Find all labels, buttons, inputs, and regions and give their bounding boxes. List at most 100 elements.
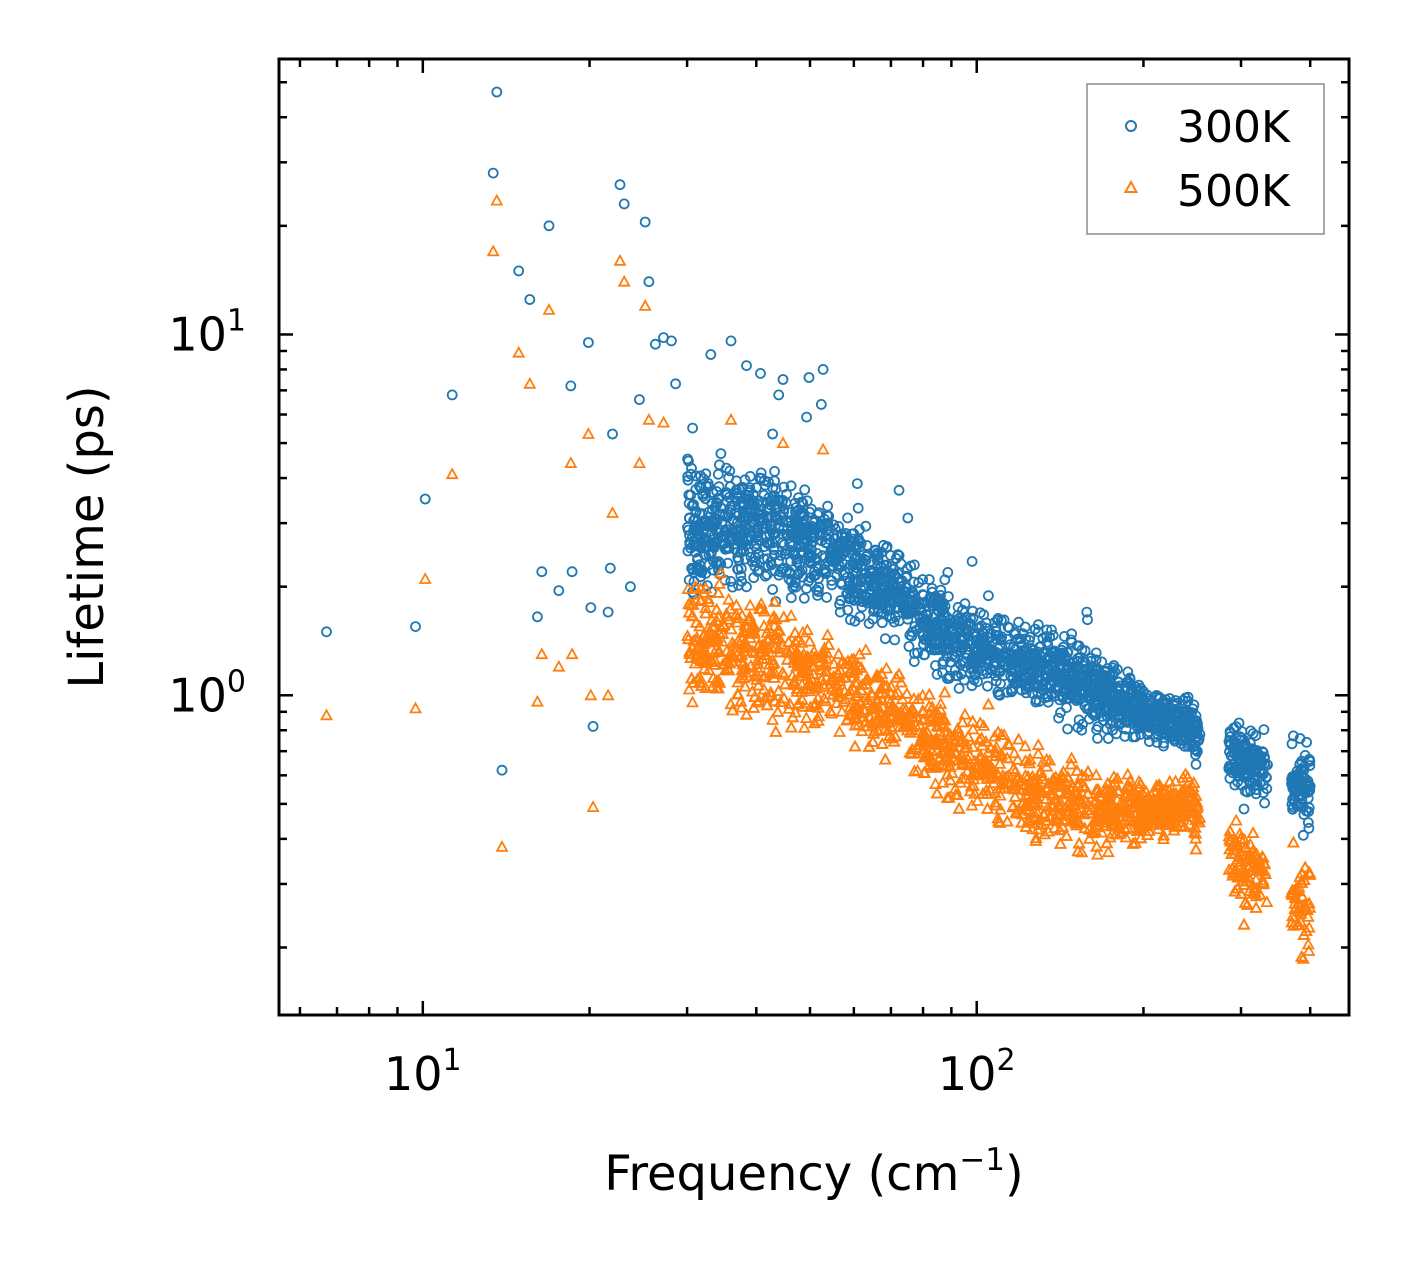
point-300K — [1250, 779, 1262, 790]
point-300K — [1008, 628, 1020, 640]
point-500K — [966, 714, 980, 727]
point-500K — [1082, 822, 1096, 835]
point-500K — [1182, 782, 1196, 795]
point-500K — [850, 675, 865, 688]
point-300K — [604, 562, 616, 574]
point-500K — [748, 690, 762, 702]
point-500K — [867, 724, 881, 737]
point-500K — [486, 244, 500, 257]
point-500K — [1163, 774, 1177, 787]
point-300K — [1073, 714, 1085, 726]
point-500K — [1119, 790, 1133, 802]
point-500K — [1070, 764, 1084, 776]
point-300K — [1175, 738, 1187, 749]
point-300K — [1077, 674, 1089, 686]
point-300K — [897, 596, 908, 607]
point-300K — [1124, 673, 1136, 685]
point-500K — [1053, 837, 1068, 849]
point-300K — [943, 672, 955, 684]
point-500K — [1041, 824, 1055, 837]
point-300K — [1287, 771, 1298, 783]
point-500K — [1152, 788, 1166, 801]
point-500K — [1145, 802, 1159, 814]
point-500K — [729, 607, 743, 620]
point-500K — [907, 705, 921, 718]
point-500K — [1166, 786, 1181, 799]
point-500K — [783, 697, 797, 709]
point-300K — [1023, 681, 1034, 693]
point-500K — [1233, 826, 1247, 839]
point-500K — [693, 619, 707, 632]
point-500K — [977, 719, 991, 731]
point-500K — [1110, 793, 1124, 805]
point-500K — [1258, 867, 1272, 879]
point-300K — [753, 564, 765, 576]
point-500K — [849, 689, 863, 702]
point-300K — [785, 480, 797, 492]
point-300K — [967, 605, 979, 617]
point-500K — [889, 670, 903, 683]
point-500K — [1031, 816, 1045, 829]
point-300K — [737, 499, 749, 511]
point-500K — [895, 709, 909, 721]
point-300K — [850, 565, 862, 577]
point-500K — [964, 756, 978, 769]
point-300K — [1090, 647, 1102, 659]
point-500K — [601, 688, 615, 701]
point-300K — [1065, 634, 1077, 646]
point-500K — [722, 663, 736, 676]
point-300K — [789, 577, 801, 588]
point-500K — [796, 625, 810, 638]
point-500K — [795, 664, 809, 677]
point-500K — [1132, 780, 1146, 792]
point-300K — [1092, 733, 1103, 744]
point-500K — [1294, 875, 1308, 888]
point-500K — [706, 671, 720, 683]
point-500K — [1046, 771, 1060, 784]
point-300K — [711, 559, 723, 570]
point-300K — [1258, 767, 1269, 779]
point-300K — [803, 548, 814, 560]
point-300K — [1125, 680, 1137, 691]
point-300K — [717, 508, 729, 520]
point-300K — [1114, 718, 1126, 730]
point-300K — [794, 566, 806, 578]
point-500K — [1006, 762, 1021, 774]
point-300K — [1066, 628, 1077, 640]
point-500K — [922, 699, 936, 712]
point-500K — [771, 705, 785, 717]
point-500K — [1006, 800, 1020, 813]
point-300K — [1072, 652, 1084, 664]
point-300K — [904, 629, 916, 641]
point-500K — [709, 629, 723, 642]
point-500K — [830, 696, 844, 709]
point-500K — [958, 707, 972, 720]
point-500K — [734, 694, 748, 707]
point-300K — [741, 360, 752, 372]
point-300K — [873, 549, 884, 561]
point-500K — [565, 647, 579, 660]
point-500K — [1075, 768, 1089, 781]
point-500K — [731, 633, 745, 646]
point-500K — [1040, 813, 1054, 826]
point-300K — [1190, 749, 1201, 761]
point-300K — [946, 650, 958, 661]
point-300K — [766, 511, 778, 523]
point-500K — [1302, 865, 1316, 878]
point-500K — [1091, 782, 1105, 795]
point-500K — [726, 703, 740, 716]
point-500K — [739, 665, 753, 678]
point-300K — [888, 582, 900, 594]
point-300K — [723, 491, 735, 503]
point-500K — [788, 635, 802, 647]
point-500K — [751, 678, 765, 691]
point-500K — [722, 592, 736, 605]
point-500K — [319, 708, 334, 721]
point-500K — [712, 577, 726, 589]
series-500K — [319, 193, 1317, 964]
point-500K — [955, 715, 970, 728]
point-300K — [634, 394, 645, 406]
point-300K — [902, 512, 914, 524]
point-500K — [722, 648, 736, 661]
point-500K — [833, 663, 847, 675]
